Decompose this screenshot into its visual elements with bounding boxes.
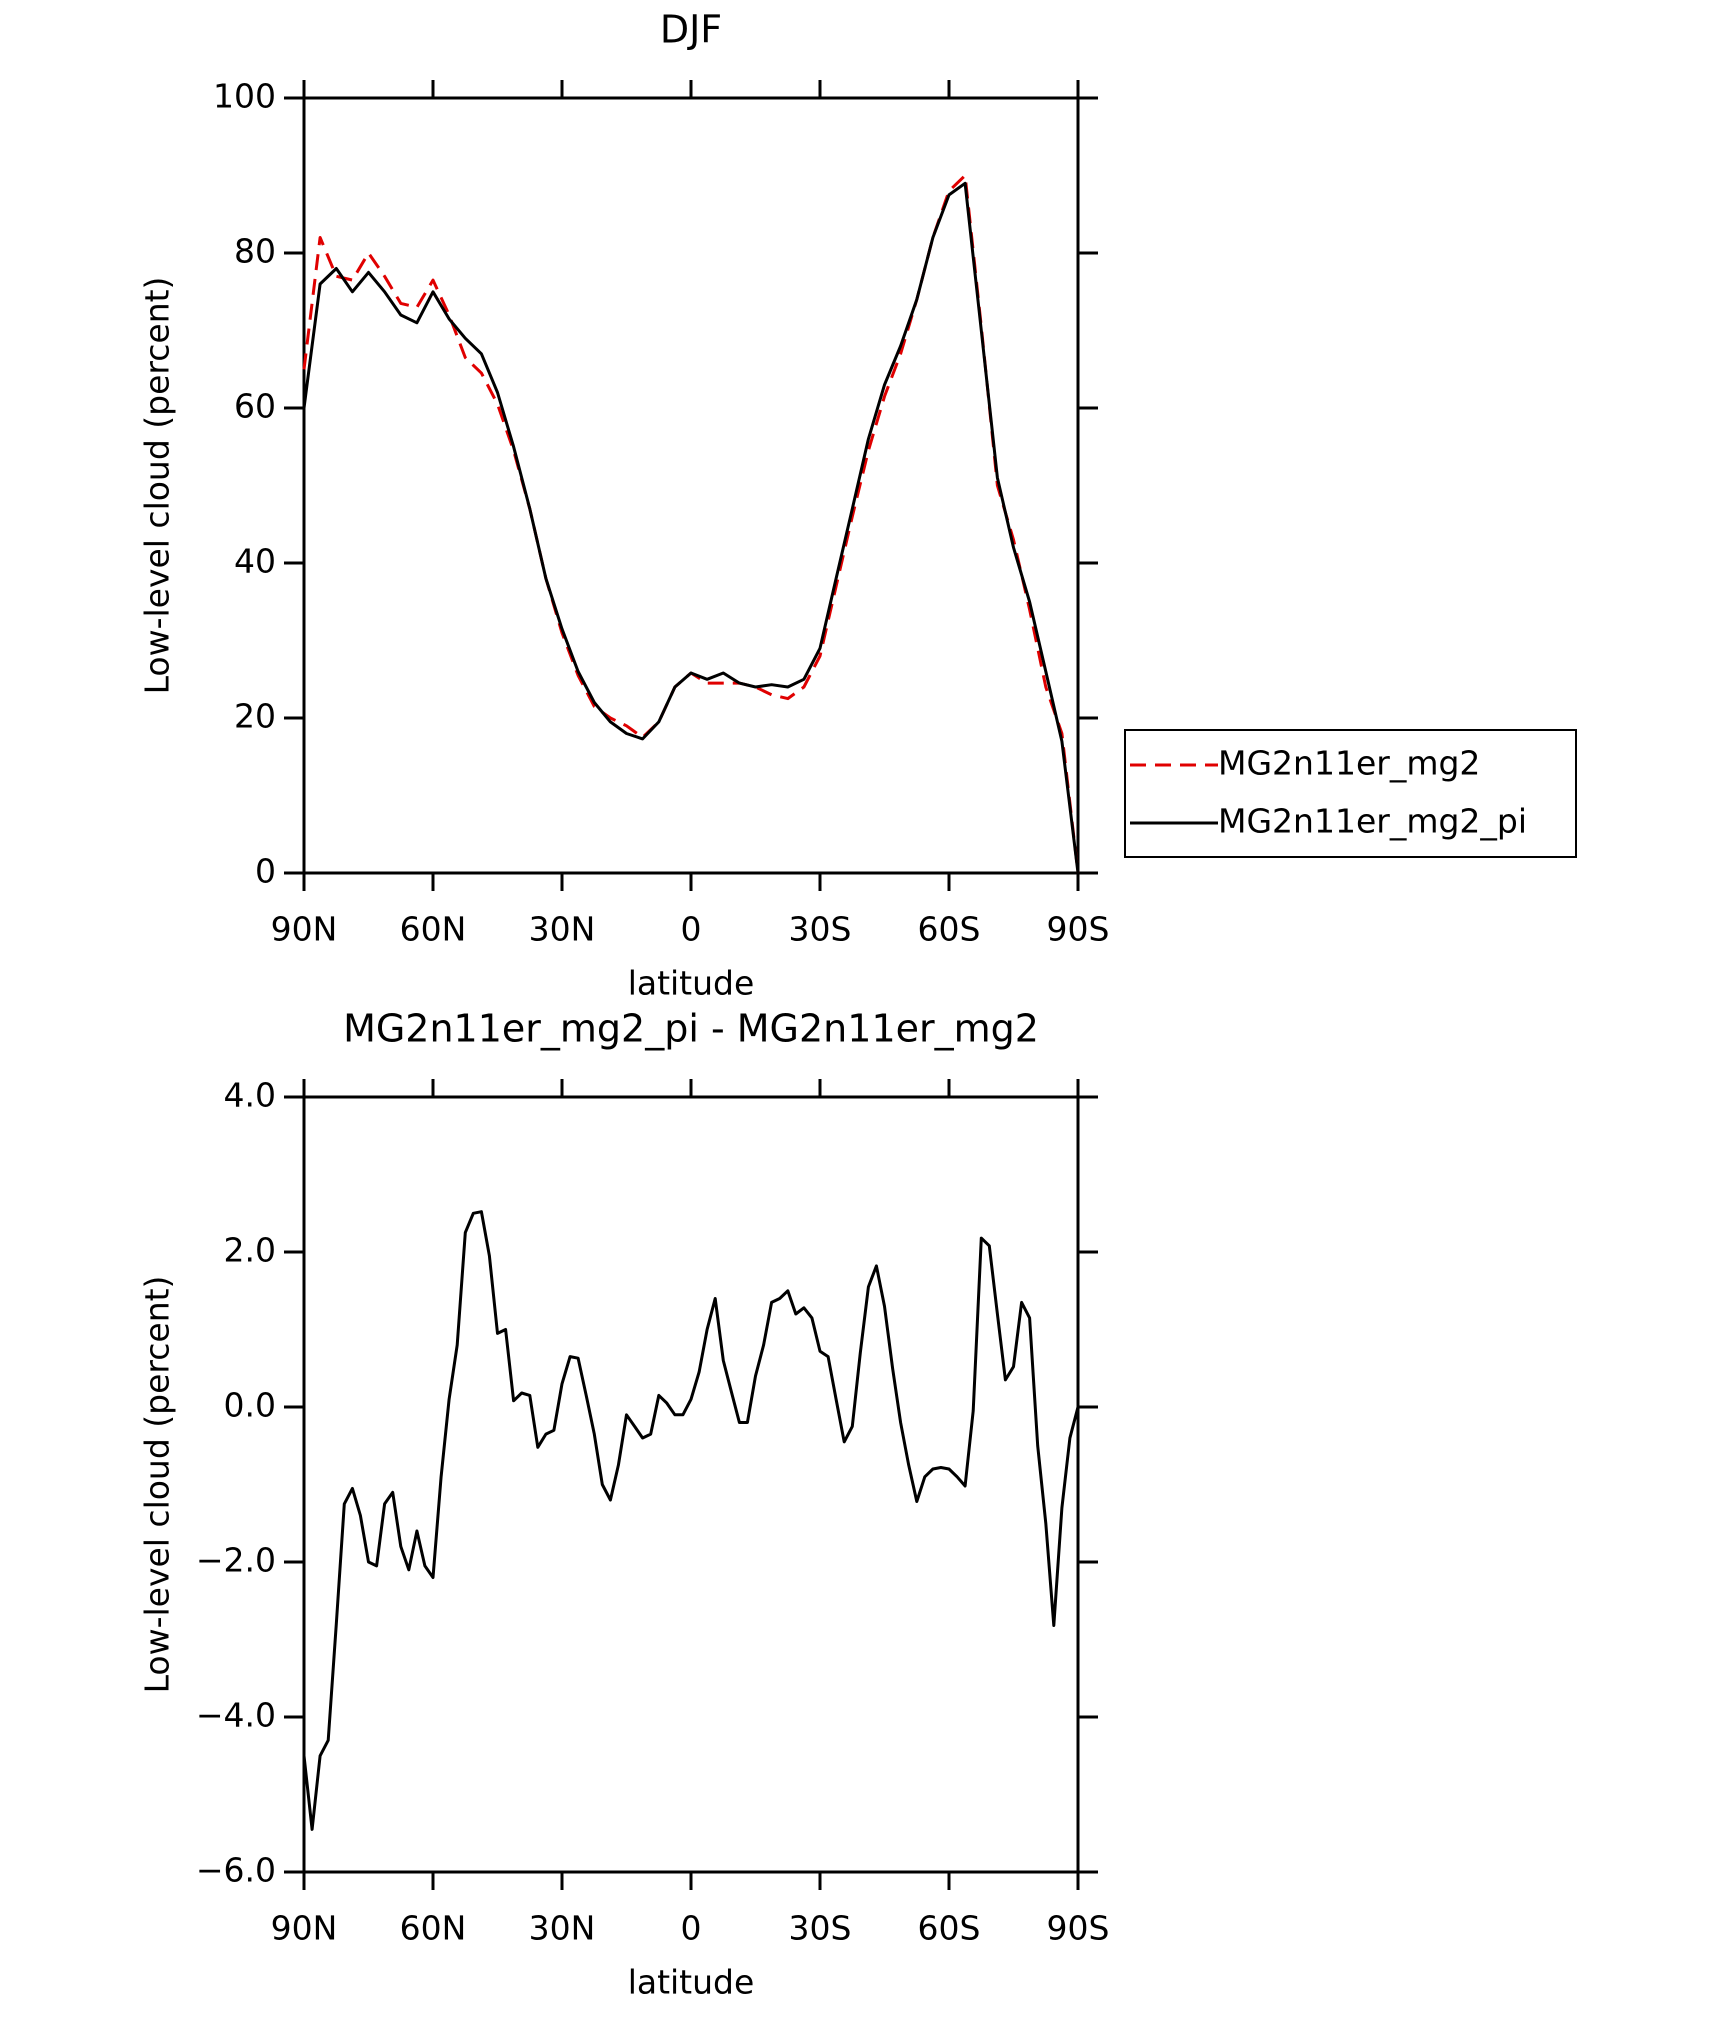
x-tick-label: 90N xyxy=(271,1909,338,1948)
y-tick-label: 20 xyxy=(234,697,276,736)
y-axis-label: Low-level cloud (percent) xyxy=(138,277,177,695)
y-tick-label: −6.0 xyxy=(196,1851,276,1890)
x-tick-label: 30S xyxy=(789,1909,852,1948)
data-line xyxy=(302,181,1080,874)
y-axis-label: Low-level cloud (percent) xyxy=(138,1276,177,1694)
x-tick-label: 30N xyxy=(529,1909,596,1948)
y-tick-label: −2.0 xyxy=(196,1541,276,1580)
x-tick-label: 60S xyxy=(918,1909,981,1948)
y-tick-label: 2.0 xyxy=(224,1231,276,1270)
legend-label: MG2n11er_mg2_pi xyxy=(1218,802,1527,841)
legend-label: MG2n11er_mg2 xyxy=(1218,744,1480,783)
data-line xyxy=(302,174,1080,874)
x-tick-label: 90S xyxy=(1047,1909,1110,1948)
y-tick-label: 100 xyxy=(213,77,276,116)
y-tick-label: −4.0 xyxy=(196,1696,276,1735)
y-tick-label: 40 xyxy=(234,542,276,581)
y-tick-label: 0.0 xyxy=(224,1386,276,1425)
y-tick-label: 60 xyxy=(234,387,276,426)
y-tick-label: 0 xyxy=(255,852,276,891)
x-tick-label: 60N xyxy=(400,910,467,949)
y-tick-label: 80 xyxy=(234,232,276,271)
x-axis-label: latitude xyxy=(628,1963,755,2002)
chart-title: DJF xyxy=(660,8,722,52)
x-tick-label: 0 xyxy=(681,1909,702,1948)
x-tick-label: 60S xyxy=(918,910,981,949)
x-tick-label: 0 xyxy=(681,910,702,949)
legend-box xyxy=(1124,729,1577,858)
plot-frame xyxy=(302,96,1080,875)
y-tick-label: 4.0 xyxy=(224,1076,276,1115)
x-tick-label: 90S xyxy=(1047,910,1110,949)
x-axis-label: latitude xyxy=(628,964,755,1003)
data-line xyxy=(302,1210,1080,1831)
x-tick-label: 30N xyxy=(529,910,596,949)
x-tick-label: 60N xyxy=(400,1909,467,1948)
chart-title: MG2n11er_mg2_pi - MG2n11er_mg2 xyxy=(343,1007,1039,1051)
x-tick-label: 30S xyxy=(789,910,852,949)
x-tick-label: 90N xyxy=(271,910,338,949)
